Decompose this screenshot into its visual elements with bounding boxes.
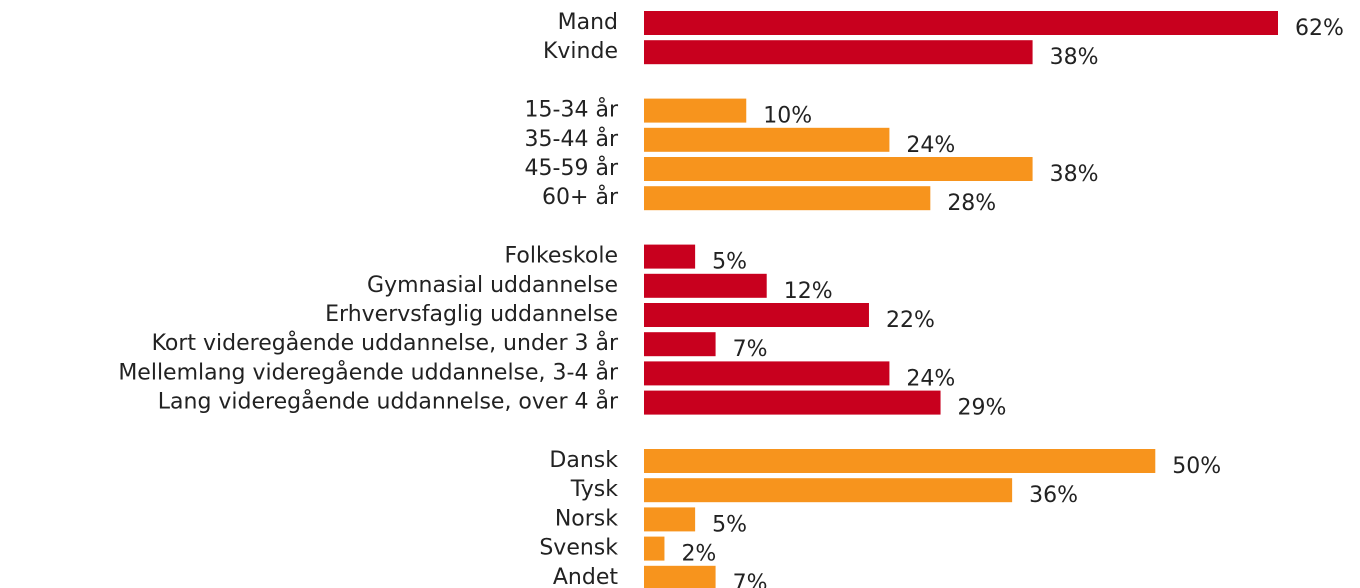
category-label: Mellemlang videregående uddannelse, 3-4 …: [118, 359, 619, 385]
bar: [644, 127, 890, 152]
bar: [644, 273, 767, 298]
bar: [644, 244, 696, 269]
value-label: 22%: [886, 308, 935, 333]
value-label: 12%: [784, 279, 833, 304]
category-label: Svensk: [539, 536, 618, 561]
bar: [644, 536, 665, 561]
value-label: 29%: [958, 396, 1007, 421]
bar: [644, 507, 696, 532]
category-label: Tysk: [570, 477, 618, 502]
category-label: Lang videregående uddannelse, over 4 år: [158, 389, 619, 415]
category-label: Gymnasial uddannelse: [367, 273, 618, 298]
bar: [644, 303, 869, 327]
category-label: Erhvervsfaglig uddannelse: [325, 302, 618, 327]
value-label: 24%: [906, 133, 955, 158]
value-label: 24%: [906, 366, 955, 391]
bar: [644, 98, 747, 123]
category-label: 45-59 år: [525, 155, 619, 181]
bar: [644, 332, 716, 357]
category-label: Mand: [558, 10, 618, 35]
value-label: 50%: [1172, 454, 1221, 479]
value-label: 5%: [712, 512, 747, 537]
value-label: 38%: [1050, 45, 1099, 70]
category-label: Kvinde: [543, 39, 618, 64]
bar: [644, 361, 890, 386]
value-label: 7%: [733, 571, 768, 588]
value-label: 2%: [681, 542, 716, 567]
bar: [644, 449, 1156, 473]
category-label: 60+ år: [542, 184, 619, 210]
bar: [644, 157, 1033, 181]
value-label: 7%: [733, 337, 768, 362]
category-label: 15-34 år: [525, 97, 619, 123]
category-label: Folkeskole: [505, 244, 618, 269]
category-label: Norsk: [555, 506, 618, 531]
category-label: Kort videregående uddannelse, under 3 år: [152, 330, 619, 356]
value-label: 10%: [763, 104, 812, 129]
bar: [644, 390, 941, 415]
value-label: 28%: [947, 191, 996, 216]
category-label: 35-44 år: [525, 126, 619, 152]
bar: [644, 186, 931, 211]
bar: [644, 11, 1278, 35]
category-label: Andet: [553, 565, 618, 588]
category-label: Dansk: [549, 448, 618, 473]
value-label: 38%: [1050, 162, 1099, 187]
value-label: 62%: [1295, 16, 1344, 41]
value-label: 36%: [1029, 483, 1078, 508]
bar: [644, 40, 1033, 65]
bar: [644, 478, 1013, 503]
value-label: 5%: [712, 250, 747, 275]
bar: [644, 565, 716, 588]
